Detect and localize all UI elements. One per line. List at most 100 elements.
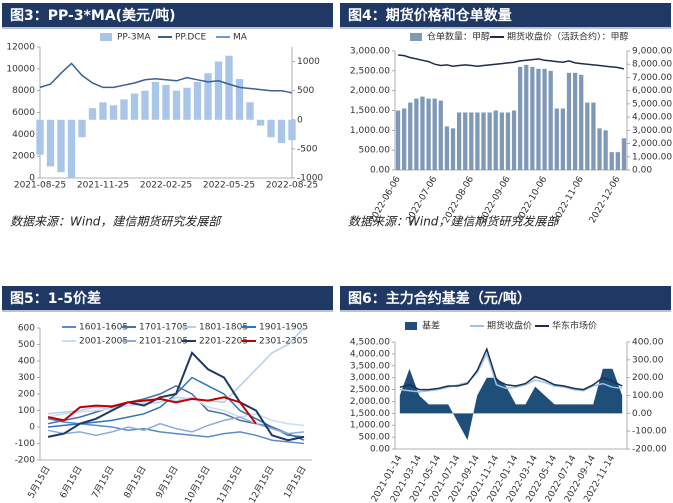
legend-label: 1901-1905 bbox=[259, 323, 308, 333]
y-tick-label: 500.00 bbox=[359, 433, 391, 443]
line bbox=[47, 396, 305, 427]
bar bbox=[36, 119, 44, 155]
y2-tick-label: 6,000.00 bbox=[632, 86, 672, 96]
bar bbox=[579, 74, 584, 170]
bar bbox=[463, 112, 468, 170]
y2-tick-label: 4,000.00 bbox=[632, 113, 672, 123]
y2-tick-label: 3,000.00 bbox=[632, 126, 672, 136]
bar bbox=[225, 55, 233, 120]
line bbox=[47, 416, 305, 437]
y2-tick-label: 0.00 bbox=[632, 166, 652, 176]
y2-tick-label: 7,000.00 bbox=[632, 73, 672, 83]
legend-label: 期货收盘价 bbox=[487, 320, 532, 332]
y2-tick-label: 9,000.00 bbox=[632, 47, 672, 57]
x-tick-label: 9月15日 bbox=[154, 464, 181, 500]
y-tick-label: 2,500.00 bbox=[350, 66, 390, 76]
bar bbox=[267, 119, 275, 138]
x-tick-label: 5月15日 bbox=[26, 464, 53, 500]
x-tick-label: 7月15日 bbox=[90, 464, 117, 500]
y-tick-label: -200 bbox=[15, 456, 36, 466]
bar bbox=[193, 81, 202, 120]
y2-tick-label: 0.00 bbox=[632, 409, 652, 419]
bar bbox=[277, 119, 286, 144]
y-tick-label: 600 bbox=[18, 324, 35, 334]
x-tick-label: 10月15日 bbox=[183, 464, 213, 503]
bar bbox=[99, 102, 107, 120]
line bbox=[47, 350, 305, 442]
y-tick-label: 4,500.00 bbox=[350, 338, 390, 348]
panel-title: 图6：主力合约基差（元/吨） bbox=[348, 290, 531, 307]
bar bbox=[172, 90, 181, 120]
bar bbox=[518, 66, 523, 170]
y-tick-label: 6000 bbox=[12, 108, 35, 118]
y-tick-label: 0 bbox=[29, 174, 35, 184]
bar bbox=[505, 112, 511, 170]
y2-tick-label: 1000 bbox=[297, 57, 320, 67]
line bbox=[398, 54, 625, 70]
panel-header-edge bbox=[340, 310, 671, 312]
line bbox=[47, 396, 257, 425]
source-note: 数据来源：Wind，建信期货研究发展部 bbox=[10, 215, 222, 229]
x-tick-label: 12月15日 bbox=[247, 464, 277, 503]
bar bbox=[130, 93, 139, 120]
x-tick-label: 2022-08-25 bbox=[266, 181, 318, 191]
y-tick-label: 3,000.00 bbox=[350, 47, 390, 57]
bar bbox=[235, 79, 244, 120]
bar bbox=[511, 110, 517, 170]
bar bbox=[204, 73, 212, 120]
legend-swatch bbox=[405, 322, 417, 330]
y-tick-label: 500.00 bbox=[359, 146, 391, 156]
bar bbox=[560, 108, 566, 170]
x-tick-label: 11月15日 bbox=[215, 464, 245, 503]
bar bbox=[493, 110, 498, 170]
line bbox=[399, 346, 623, 391]
y-tick-label: 0.00 bbox=[370, 166, 390, 176]
y-tick-label: 3,500.00 bbox=[350, 361, 390, 371]
bar bbox=[426, 98, 431, 170]
x-tick-label: 2022-02-25 bbox=[140, 181, 192, 191]
y-tick-label: 0 bbox=[29, 423, 35, 433]
y-tick-label: 400 bbox=[18, 357, 35, 367]
bar bbox=[151, 81, 160, 120]
panel-header-edge bbox=[2, 310, 333, 312]
legend-label: MA bbox=[233, 33, 248, 43]
bar bbox=[438, 100, 443, 170]
x-tick-label: 6月15日 bbox=[58, 464, 85, 500]
panel-header-edge bbox=[340, 27, 671, 29]
y-tick-label: 2,000.00 bbox=[350, 397, 390, 407]
legend-label: PP-3MA bbox=[117, 33, 151, 43]
y-tick-label: 1,000.00 bbox=[350, 126, 390, 136]
x-tick-label: 2021-11-25 bbox=[77, 181, 129, 191]
bar bbox=[456, 112, 462, 170]
y2-tick-label: 0 bbox=[297, 115, 303, 125]
bar bbox=[615, 152, 620, 170]
y2-tick-label: 2,000.00 bbox=[632, 139, 672, 149]
bar bbox=[487, 112, 492, 170]
bar bbox=[395, 110, 401, 170]
y2-tick-label: 100.00 bbox=[632, 391, 664, 401]
panel-title: 图5：1-5价差 bbox=[10, 290, 101, 307]
y-tick-label: 3,000.00 bbox=[350, 373, 390, 383]
bar bbox=[432, 98, 437, 170]
y-tick-label: 2,000.00 bbox=[350, 86, 390, 96]
y-tick-label: 1,500.00 bbox=[350, 409, 390, 419]
y-tick-label: 300 bbox=[18, 373, 35, 383]
legend-label: 华东市场价 bbox=[552, 320, 597, 332]
bar bbox=[183, 87, 191, 120]
panel-title: 图3：PP-3*MA(美元/吨) bbox=[10, 7, 176, 24]
bar bbox=[88, 108, 97, 120]
bar bbox=[109, 105, 118, 120]
legend-label: 2101-2105 bbox=[139, 337, 188, 347]
bar bbox=[621, 138, 627, 170]
y-tick-label: 4,000.00 bbox=[350, 349, 390, 359]
legend-label: 2001-2005 bbox=[79, 337, 128, 347]
y-tick-label: 200 bbox=[18, 390, 35, 400]
x-tick-label: 2022-05-25 bbox=[203, 181, 255, 191]
panel-header bbox=[340, 3, 671, 27]
y2-tick-label: -100.00 bbox=[632, 427, 667, 437]
legend-label: 2301-2305 bbox=[259, 337, 308, 347]
line bbox=[39, 62, 293, 94]
legend-label: 期货收盘价（活跃合约）：甲醇 bbox=[507, 31, 629, 43]
legend-label: 仓单数量：甲醇 bbox=[427, 31, 490, 43]
